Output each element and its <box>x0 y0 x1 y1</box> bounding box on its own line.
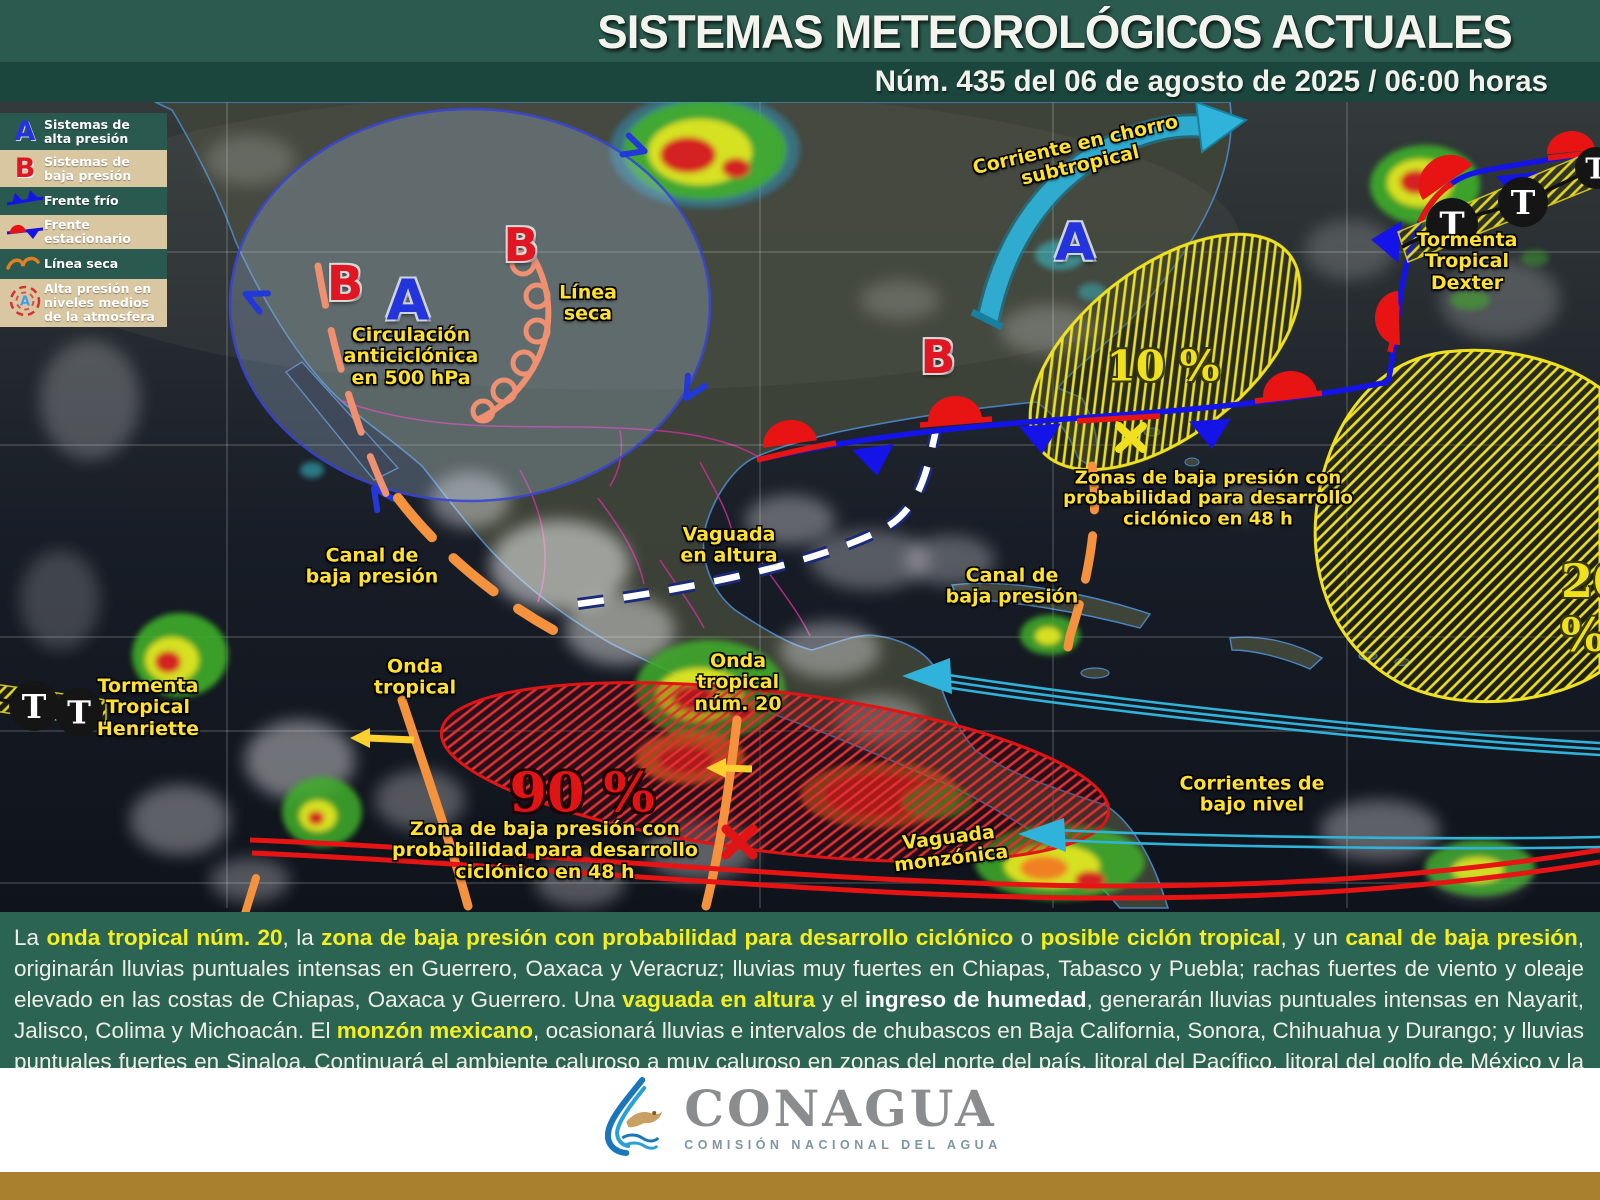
dexter-track: T T T <box>1397 147 1600 263</box>
low-pressure-channels <box>393 461 1100 673</box>
storm-dexter-label: Tormenta Tropical Dexter <box>1416 228 1518 294</box>
conagua-drop-icon <box>604 1077 663 1156</box>
low-level-currents-label: Corrientes de bajo nivel <box>1179 772 1325 816</box>
page-title: SISTEMAS METEOROLÓGICOS ACTUALES <box>597 5 1513 58</box>
monsoon-trough <box>249 837 1600 901</box>
low-level-current-arrows <box>902 658 1600 852</box>
legend-item-low-pressure: B Sistemas de baja presión <box>0 150 167 187</box>
logo-strip: CONAGUA COMISIÓN NACIONAL DEL AGUA <box>0 1068 1600 1172</box>
zone-90pct-caption: Zona de baja presión con probabilidad pa… <box>392 817 698 883</box>
x-marker-90pct <box>721 824 758 860</box>
probability-10pct: 10 % <box>1106 341 1220 391</box>
low-pressure-channel-label-east: Canal de baja presión <box>945 564 1079 608</box>
zone-10pct-caption: Zonas de baja presión con probabilidad p… <box>1063 467 1353 530</box>
henriette-track: T T <box>0 681 107 736</box>
high-pressure-letter: A <box>386 268 430 334</box>
warm-side-semicircle-icons <box>763 371 1317 448</box>
discussion-panel: La onda tropical núm. 20, la zona de baj… <box>0 912 1600 1105</box>
subheader-bar: Núm. 435 del 06 de agosto de 2025 / 06:0… <box>0 62 1600 102</box>
dry-line <box>470 245 552 424</box>
low-pressure-letter: B <box>326 256 364 312</box>
legend-item-high-pressure: A Sistemas de alta presión <box>0 113 167 150</box>
bulletin-number: Núm. 435 del 06 de agosto de 2025 / 06:0… <box>874 65 1548 98</box>
probability-20pct: 20 % <box>1560 554 1600 662</box>
legend-item-mid-level-high: A Alta presión en niveles medios de la a… <box>0 279 167 327</box>
map-graphics: T T T T T <box>0 102 1600 912</box>
zone-90pct <box>439 681 1111 863</box>
low-pressure-icon: B <box>14 153 36 184</box>
storm-position-t: T <box>1439 205 1464 245</box>
discussion-text: La onda tropical núm. 20, la zona de baj… <box>14 925 1584 1105</box>
mid-level-high-icon: A <box>6 283 44 323</box>
conagua-logo: CONAGUA COMISIÓN NACIONAL DEL AGUA <box>598 1076 1001 1160</box>
zone-20pct <box>1313 348 1600 704</box>
svg-text:A: A <box>20 295 30 310</box>
x-marker-10pct <box>1115 422 1147 453</box>
storm-henriette-label: Tormenta Tropical Henriette <box>96 674 200 740</box>
storm-position-t: T <box>1511 183 1536 222</box>
storm-position-t: T <box>22 687 47 726</box>
storm-position-t: T <box>1585 151 1600 185</box>
dry-line-icon <box>6 252 44 276</box>
gold-footer-bar <box>0 1172 1600 1200</box>
storm-position-t: T <box>67 694 91 732</box>
legend-item-cold-front: Frente frío <box>0 187 167 215</box>
high-pressure-icon: A <box>14 116 36 147</box>
dry-line-dashed <box>314 262 400 519</box>
conagua-subtitle: COMISIÓN NACIONAL DEL AGUA <box>684 1138 1002 1152</box>
landmass <box>0 102 1410 909</box>
dry-line-label: Línea seca <box>559 281 617 325</box>
conagua-wordmark: CONAGUA <box>684 1079 997 1138</box>
legend-item-dry-line: Línea seca <box>0 249 167 279</box>
tropical-wave-20-label: Onda tropical núm. 20 <box>694 649 782 715</box>
legend-item-stationary-front: Frente estacionario <box>0 215 167 249</box>
cold-front-icon <box>6 190 44 212</box>
cold-side-triangle-icons <box>852 418 1231 476</box>
low-pressure-letter: B <box>920 330 956 384</box>
header-bar: SISTEMAS METEOROLÓGICOS ACTUALES <box>0 0 1600 62</box>
subtropical-jet-arrow <box>970 102 1249 331</box>
high-pressure-letter: A <box>1054 213 1096 273</box>
legend: A Sistemas de alta presión B Sistemas de… <box>0 113 167 327</box>
probability-90pct: 90 % <box>509 760 655 824</box>
low-pressure-letter: B <box>503 218 539 272</box>
wave-motion-arrows <box>350 728 753 778</box>
stationary-front <box>756 371 1389 476</box>
upper-trough-label: Vaguada en altura <box>680 523 778 567</box>
stationary-front-icon <box>6 220 44 244</box>
upper-trough <box>577 428 942 610</box>
tropical-wave-label: Onda tropical <box>373 655 457 699</box>
low-pressure-channel-label-west: Canal de baja presión <box>305 544 439 588</box>
anticyclone-label: Circulación anticiclónica en 500 hPa <box>343 323 479 389</box>
